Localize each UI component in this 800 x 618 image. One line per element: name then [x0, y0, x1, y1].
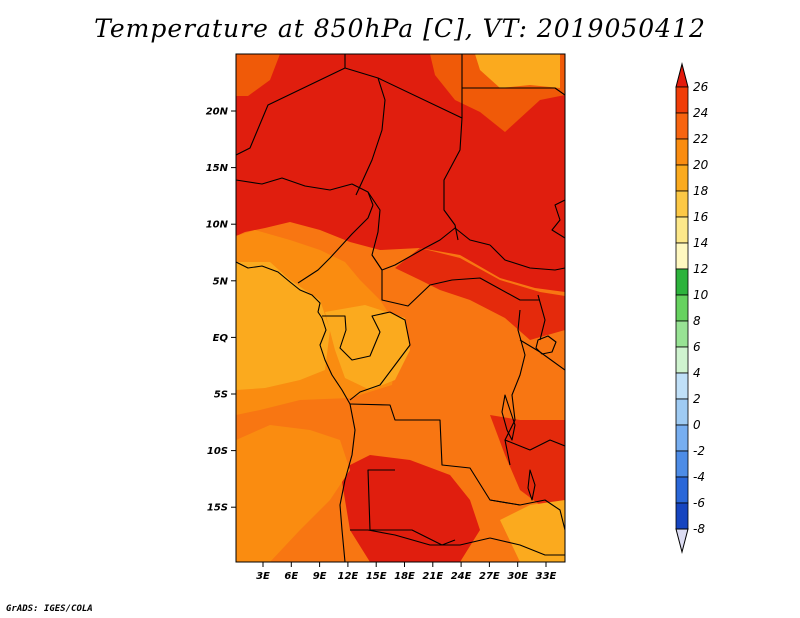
- colorbar-label: -2: [693, 444, 705, 458]
- colorbar-label: 4: [693, 366, 701, 380]
- border-tanzania-south: [504, 439, 565, 451]
- lon-tick-label: 24E: [451, 571, 472, 582]
- colorbar-label: -6: [693, 496, 705, 510]
- cool-patch-northeast: [475, 54, 560, 88]
- colorbar-label: 22: [693, 132, 708, 146]
- lon-tick-label: 33E: [536, 571, 557, 582]
- lat-tick-label: 5N: [213, 276, 229, 287]
- southeast-cool: [500, 500, 565, 562]
- footer-credit: GrADS: IGES/COLA: [6, 604, 93, 614]
- colorbar-label: 6: [693, 340, 701, 354]
- lat-tick-label: EQ: [213, 333, 229, 344]
- lat-tick-label: 20N: [206, 107, 229, 118]
- lake-malawi: [527, 469, 536, 501]
- lat-tick-label: 15S: [207, 503, 228, 514]
- south-hot-zone: [340, 455, 480, 562]
- border-drc-angola: [349, 403, 521, 506]
- colorbar-label: 24: [693, 106, 708, 120]
- chart-title: Temperature at 850hPa [C], VT: 201905041…: [94, 14, 706, 43]
- longitude-axis: 3E 6E 9E 12E 15E 18E 21E 24E 27E 30E 33E: [256, 562, 557, 582]
- colorbar-swatch: [675, 320, 689, 348]
- lon-tick-label: 21E: [422, 571, 443, 582]
- lat-tick-label: 5S: [214, 390, 228, 401]
- map-frame: [235, 53, 566, 563]
- lon-tick-label: 15E: [366, 571, 387, 582]
- border-drc-congo: [349, 311, 411, 401]
- colorbar-label: 16: [693, 210, 709, 224]
- border-angola-namibia: [350, 529, 491, 546]
- colorbar-swatch: [675, 294, 689, 322]
- lon-tick-label: 6E: [284, 571, 298, 582]
- colorbar-swatch: [675, 242, 689, 270]
- colorbar-label: 2: [693, 392, 701, 406]
- border-congo-gabon: [322, 311, 391, 361]
- border-cameroon-chad: [367, 191, 491, 271]
- border-nigeria-north: [236, 177, 374, 206]
- border-zambia-mozambique: [489, 499, 565, 531]
- colorbar-swatch: [675, 268, 689, 296]
- colorbar-swatch: [675, 450, 689, 478]
- lake-tanganyika: [501, 394, 516, 441]
- colorbar-label: 8: [693, 314, 701, 328]
- border-east-lakes: [504, 309, 526, 466]
- border-car-south: [371, 254, 540, 307]
- lon-tick-label: 18E: [394, 571, 415, 582]
- lat-tick-label: 15N: [206, 163, 229, 174]
- colorbar-swatch: [675, 476, 689, 504]
- central-hot-band: [395, 248, 565, 340]
- colorbar-swatch: [675, 216, 689, 244]
- lon-tick-label: 9E: [313, 571, 327, 582]
- colorbar-label: 12: [693, 262, 708, 276]
- colorbar-bottom-arrow: [675, 528, 689, 554]
- colorbar-swatch: [675, 190, 689, 218]
- lon-tick-label: 27E: [479, 571, 500, 582]
- colorbar-swatch: [675, 502, 689, 530]
- coast-ocean-cool: [236, 262, 330, 390]
- colorbar-swatch: [675, 346, 689, 374]
- border-zimbabwe: [489, 537, 565, 556]
- colorbar-label: 20: [693, 158, 709, 172]
- colorbar-swatch: [675, 424, 689, 452]
- colorbar-top-arrow: [675, 62, 689, 88]
- colorbar-label: 0: [693, 418, 701, 432]
- southwest-warm: [236, 425, 350, 562]
- lon-tick-label: 12E: [338, 571, 359, 582]
- border-sudan-south: [489, 244, 565, 271]
- lon-tick-label: 3E: [256, 571, 270, 582]
- lake-victoria: [535, 335, 557, 355]
- colorbar-label: 26: [693, 80, 709, 94]
- lat-tick-label: 10S: [207, 446, 228, 457]
- colorbar-label: 14: [693, 236, 708, 250]
- map-panel: [236, 54, 565, 562]
- border-uganda-kenya: [537, 294, 546, 341]
- colorbar-label: -4: [693, 470, 705, 484]
- colorbar-label: 10: [693, 288, 709, 302]
- border-angola-zambia: [367, 469, 456, 546]
- colorbar-label: -8: [693, 522, 705, 536]
- coastline-west-africa: [236, 261, 356, 562]
- border-sudan-ethiopia: [551, 199, 565, 239]
- border-chad-sudan: [443, 117, 463, 241]
- border-sudan-east: [462, 87, 565, 96]
- lon-tick-label: 30E: [507, 571, 528, 582]
- colorbar-swatch: [675, 164, 689, 192]
- border-mali-niger: [236, 54, 346, 156]
- borders: [236, 54, 565, 562]
- warm-patch-northwest: [236, 54, 280, 96]
- colorbar-swatch: [675, 372, 689, 400]
- latitude-axis: 20N 15N 10N 5N EQ 5S 10S 15S: [206, 107, 236, 514]
- border-nigeria-cameroon: [297, 204, 374, 284]
- colorbar-swatch: [675, 112, 689, 140]
- colorbar-swatch: [675, 398, 689, 426]
- colorbar-swatch: [675, 138, 689, 166]
- lat-tick-label: 10N: [206, 220, 229, 231]
- colorbar-label: 18: [693, 184, 709, 198]
- colorbar-swatch: [675, 86, 689, 114]
